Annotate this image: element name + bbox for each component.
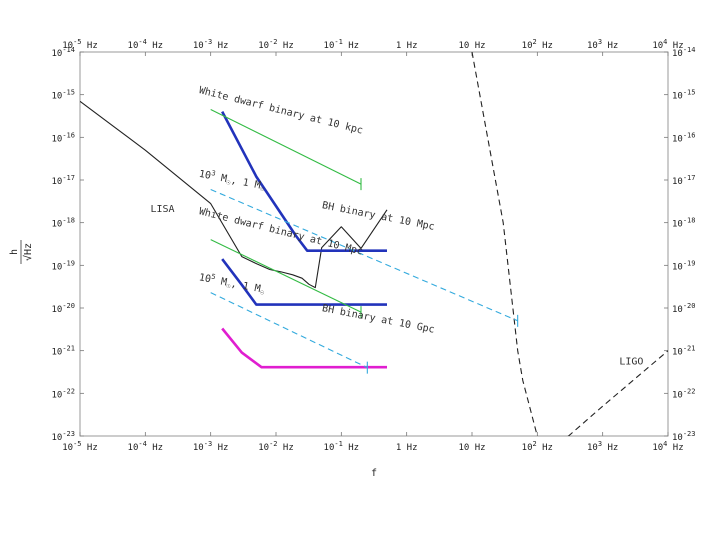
series-line-9: [210, 292, 368, 369]
annotation-bh10gpc: BH binary at 10 Gpc: [321, 303, 435, 336]
x-tick-label-bottom: 104 Hz: [652, 440, 683, 453]
annotation-bh10mpc: BH binary at 10 Mpc: [321, 200, 435, 233]
x-tick-label-top: 1 Hz: [396, 41, 418, 51]
x-tick-label-top: 10 Hz: [458, 41, 485, 51]
y-tick-label-left: 10-19: [52, 259, 76, 272]
annotation-wd10kpc: White dwarf binary at 10 kpc: [198, 85, 364, 136]
y-tick-label-right: 10-23: [672, 430, 696, 443]
series-layer: [80, 52, 668, 436]
y-tick-label-right: 10-15: [672, 89, 696, 102]
x-tick-label-top: 103 Hz: [587, 38, 618, 51]
series-ligo: [471, 52, 668, 436]
y-tick-label-right: 10-22: [672, 387, 696, 400]
x-tick-label-top: 102 Hz: [522, 38, 553, 51]
y-axis-label-numerator: h: [9, 249, 20, 255]
y-tick-label-left: 10-18: [52, 217, 76, 230]
x-tick-label-bottom: 1 Hz: [396, 443, 418, 453]
annotation-lisa: LISA: [151, 204, 175, 215]
x-tick-label-bottom: 10-5 Hz: [62, 440, 98, 453]
series-lisa: [80, 100, 388, 289]
y-tick-label-left: 10-17: [52, 174, 76, 187]
y-tick-label-left: 10-22: [52, 387, 76, 400]
series-line-6: [210, 109, 362, 185]
x-axis-label: f: [371, 468, 377, 479]
series-line-5: [221, 327, 387, 369]
annotation-mass-m2: 105 M☉, 1 M☉: [198, 270, 266, 297]
y-tick-label-right: 10-20: [672, 302, 696, 315]
x-tick-label-bottom: 102 Hz: [522, 440, 553, 453]
x-tick-label-bottom: 10-3 Hz: [193, 440, 229, 453]
x-tick-label-top: 10-2 Hz: [258, 38, 294, 51]
x-tick-label-bottom: 103 Hz: [587, 440, 618, 453]
x-tick-label-top: 104 Hz: [652, 38, 683, 51]
series-line-3: [221, 110, 387, 252]
y-axis-label-denominator: √Hz: [22, 243, 34, 261]
y-tick-label-left: 10-14: [52, 46, 76, 59]
x-tick-label-top: 10-4 Hz: [128, 38, 164, 51]
x-tick-label-bottom: 10-2 Hz: [258, 440, 294, 453]
plot-frame: [79, 51, 669, 437]
annotation-mass-m1: 103 M☉, 1 M☉: [198, 167, 266, 194]
x-tick-label-top: 10-5 Hz: [62, 38, 98, 51]
x-tick-label-top: 10-1 Hz: [324, 38, 360, 51]
y-tick-label-left: 10-16: [52, 131, 76, 144]
y-tick-label-left: 10-20: [52, 302, 76, 315]
x-tick-label-bottom: 10-4 Hz: [128, 440, 164, 453]
annotation-ligo: LIGO: [619, 356, 643, 367]
y-tick-label-right: 10-17: [672, 174, 696, 187]
ticks-layer: 10-5 Hz 10-5 Hz 10-4 Hz 10-4 Hz 10-3 Hz 10-3 …: [52, 38, 696, 453]
y-axis-label: h √Hz: [9, 240, 34, 264]
x-tick-label-bottom: 10-1 Hz: [324, 440, 360, 453]
x-tick-label-bottom: 10 Hz: [458, 443, 485, 453]
y-tick-label-left: 10-21: [52, 345, 76, 358]
y-tick-label-right: 10-16: [672, 131, 696, 144]
series-line-7: [210, 239, 362, 313]
series-line-8: [210, 188, 518, 322]
y-tick-label-right: 10-21: [672, 345, 696, 358]
y-tick-label-right: 10-19: [672, 259, 696, 272]
y-tick-label-right: 10-18: [672, 217, 696, 230]
y-tick-label-left: 10-15: [52, 89, 76, 102]
y-tick-label-left: 10-23: [52, 430, 76, 443]
x-tick-label-top: 10-3 Hz: [193, 38, 229, 51]
series-line-4: [221, 258, 387, 306]
y-tick-label-right: 10-14: [672, 46, 696, 59]
